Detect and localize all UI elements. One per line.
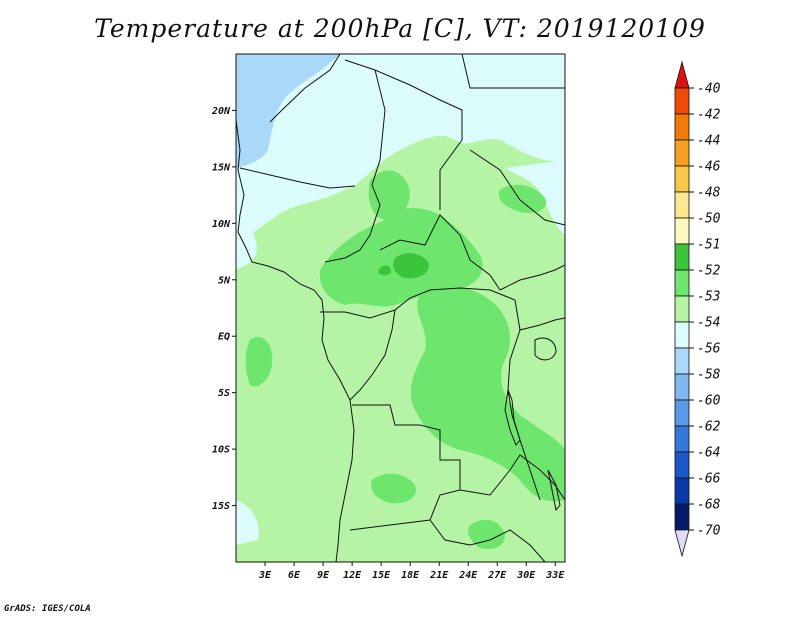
border-north-4 bbox=[461, 54, 565, 89]
field-cold-east bbox=[505, 160, 565, 235]
colorbar-bin bbox=[674, 60, 690, 89]
colorbar-label: -40 bbox=[697, 82, 721, 97]
colorbar-bin bbox=[674, 529, 690, 558]
lon-tick-label: 27E bbox=[487, 570, 507, 581]
border-north-2 bbox=[324, 69, 386, 263]
colorbar-label: -56 bbox=[697, 342, 721, 357]
colorbar-bin bbox=[674, 477, 690, 505]
colorbar-label: -51 bbox=[697, 238, 720, 253]
lon-tick-label: 21E bbox=[429, 570, 449, 581]
lon-tick-label: 15E bbox=[372, 570, 391, 581]
colorbar-bin bbox=[674, 217, 690, 245]
latitude-axis: 20N 15N 10N 5N EQ 5S 10S 15S bbox=[211, 106, 236, 512]
colorbar-bin bbox=[674, 347, 690, 375]
field-warm-se-patch bbox=[467, 519, 505, 550]
border-congo-river bbox=[349, 309, 396, 401]
colorbar-label: -64 bbox=[697, 446, 720, 461]
coastline-west bbox=[236, 119, 355, 562]
colorbar-label: -60 bbox=[697, 394, 721, 409]
border-drc-east bbox=[507, 299, 541, 501]
border-north-3 bbox=[344, 59, 463, 210]
temperature-field bbox=[236, 54, 565, 562]
border-north-1 bbox=[269, 54, 341, 123]
colorbar-label: -44 bbox=[697, 134, 720, 149]
field-warm-east bbox=[410, 285, 565, 502]
lake-victoria bbox=[534, 337, 557, 361]
colorbar-bin bbox=[674, 269, 690, 297]
map-frame bbox=[235, 53, 566, 563]
colorbar-label: -58 bbox=[697, 368, 721, 383]
lat-tick-label: 5S bbox=[218, 388, 230, 399]
country-borders bbox=[236, 54, 565, 562]
lat-tick-label: 10N bbox=[212, 219, 231, 230]
colorbar-bin bbox=[674, 451, 690, 479]
lat-tick-label: 15S bbox=[212, 501, 230, 512]
field-warmest-cell-1 bbox=[393, 253, 429, 279]
colorbar-bin bbox=[674, 295, 690, 323]
field-warmest-cell-2 bbox=[378, 265, 392, 276]
field-warm-west-patch bbox=[245, 336, 273, 387]
colorbar-bin bbox=[674, 191, 690, 219]
colorbar-label: -46 bbox=[697, 160, 721, 175]
border-east-1 bbox=[499, 264, 565, 291]
colorbar-label: -42 bbox=[697, 108, 721, 123]
colorbar-bin bbox=[674, 165, 690, 193]
lon-tick-label: 6E bbox=[288, 570, 301, 581]
border-congo-north bbox=[320, 287, 516, 319]
lat-tick-label: 15N bbox=[212, 162, 231, 173]
colorbar-bin bbox=[674, 503, 690, 531]
colorbar-bin bbox=[674, 373, 690, 401]
colorbar-label: -53 bbox=[697, 290, 720, 305]
lon-tick-label: 9E bbox=[317, 570, 330, 581]
colorbar-bin bbox=[674, 425, 690, 453]
longitude-axis: 3E 6E 9E 12E 15E 18E 21E 24E 27E 30E 33E bbox=[258, 562, 565, 581]
border-zambia bbox=[459, 454, 565, 501]
border-south bbox=[429, 519, 546, 562]
lat-tick-label: 20N bbox=[211, 106, 231, 117]
lake-malawi bbox=[547, 469, 561, 512]
border-east-africa bbox=[519, 317, 565, 331]
lon-tick-label: 12E bbox=[343, 570, 362, 581]
border-sahel bbox=[239, 167, 356, 189]
field-warm-south-patch bbox=[371, 473, 416, 504]
lon-tick-label: 33E bbox=[545, 570, 565, 581]
border-car bbox=[379, 214, 501, 291]
lat-tick-label: 5N bbox=[218, 275, 231, 286]
field-cold-north bbox=[236, 54, 565, 240]
colorbar-label: -52 bbox=[697, 264, 721, 279]
colorbar-label: -62 bbox=[697, 420, 721, 435]
credit-text: GrADS: IGES/COLA bbox=[4, 604, 91, 614]
colorbar-bin bbox=[674, 243, 690, 271]
colorbar-label: -70 bbox=[697, 524, 721, 539]
colorbar-bin bbox=[674, 321, 690, 349]
lat-tick-label: 10S bbox=[212, 445, 230, 456]
lon-tick-label: 30E bbox=[516, 570, 536, 581]
field-cold-sw bbox=[236, 500, 259, 545]
lon-tick-label: 24E bbox=[458, 570, 478, 581]
field-coldest-nw bbox=[236, 54, 340, 168]
map-title: Temperature at 200hPa [C], VT: 201912010… bbox=[94, 14, 706, 43]
field-warm-ne-patch bbox=[498, 184, 546, 213]
colorbar-label: -66 bbox=[697, 472, 721, 487]
colorbar-label: -54 bbox=[697, 316, 720, 331]
colorbar-bin bbox=[674, 87, 690, 115]
colorbar-label: -48 bbox=[697, 186, 721, 201]
lon-tick-label: 3E bbox=[258, 570, 272, 581]
lon-tick-label: 18E bbox=[401, 570, 420, 581]
colorbar-bin bbox=[674, 139, 690, 167]
border-angola bbox=[349, 404, 461, 531]
border-ethiopia bbox=[469, 149, 565, 226]
colorbar-label: -68 bbox=[697, 498, 721, 513]
colorbar-bin bbox=[674, 113, 690, 141]
lake-tanganyika bbox=[504, 388, 521, 446]
colorbar-label: -50 bbox=[697, 212, 721, 227]
colorbar-bin bbox=[674, 399, 690, 427]
lat-tick-label: EQ bbox=[218, 332, 230, 343]
colorbar: -40 -42 -44 -46 -48 -50 -51 -52 -53 -54 -56 -58 -60 -… bbox=[674, 60, 721, 558]
